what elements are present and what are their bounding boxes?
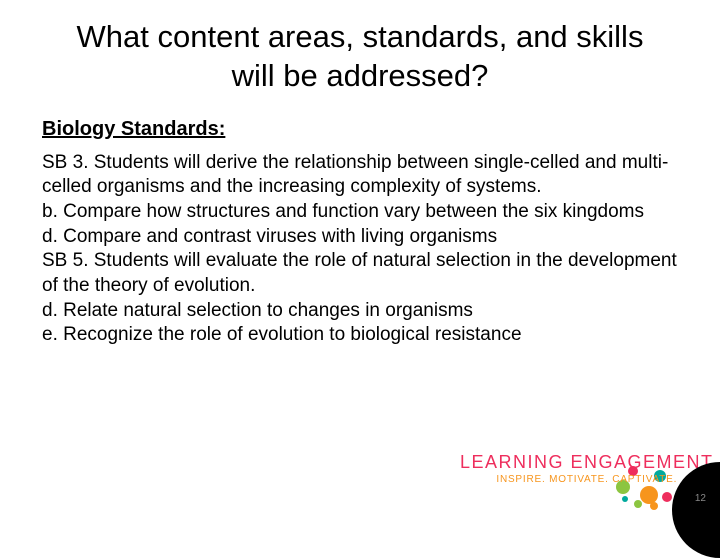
paragraph: SB 5. Students will evaluate the role of… (42, 249, 678, 298)
splash-dot-icon (650, 502, 658, 510)
slide-title: What content areas, standards, and skill… (42, 18, 678, 96)
standards-body: SB 3. Students will derive the relations… (42, 151, 678, 349)
logo-text: LEARNING ENGAGEMENT INSPIRE. MOTIVATE. C… (460, 452, 714, 485)
logo-tagline: INSPIRE. MOTIVATE. CAPTIVATE. (460, 474, 714, 485)
slide-content: What content areas, standards, and skill… (0, 0, 720, 348)
paragraph: e. Recognize the role of evolution to bi… (42, 323, 678, 348)
splash-dot-icon (662, 492, 672, 502)
paragraph: d. Relate natural selection to changes i… (42, 299, 678, 324)
page-number: 12 (695, 493, 706, 504)
paragraph: b. Compare how structures and function v… (42, 200, 678, 225)
paragraph: SB 3. Students will derive the relations… (42, 151, 678, 200)
paragraph: d. Compare and contrast viruses with liv… (42, 225, 678, 250)
logo-title: LEARNING ENGAGEMENT (460, 452, 714, 473)
splash-dot-icon (634, 500, 642, 508)
standards-subheading: Biology Standards: (42, 118, 678, 141)
splash-dot-icon (622, 496, 628, 502)
